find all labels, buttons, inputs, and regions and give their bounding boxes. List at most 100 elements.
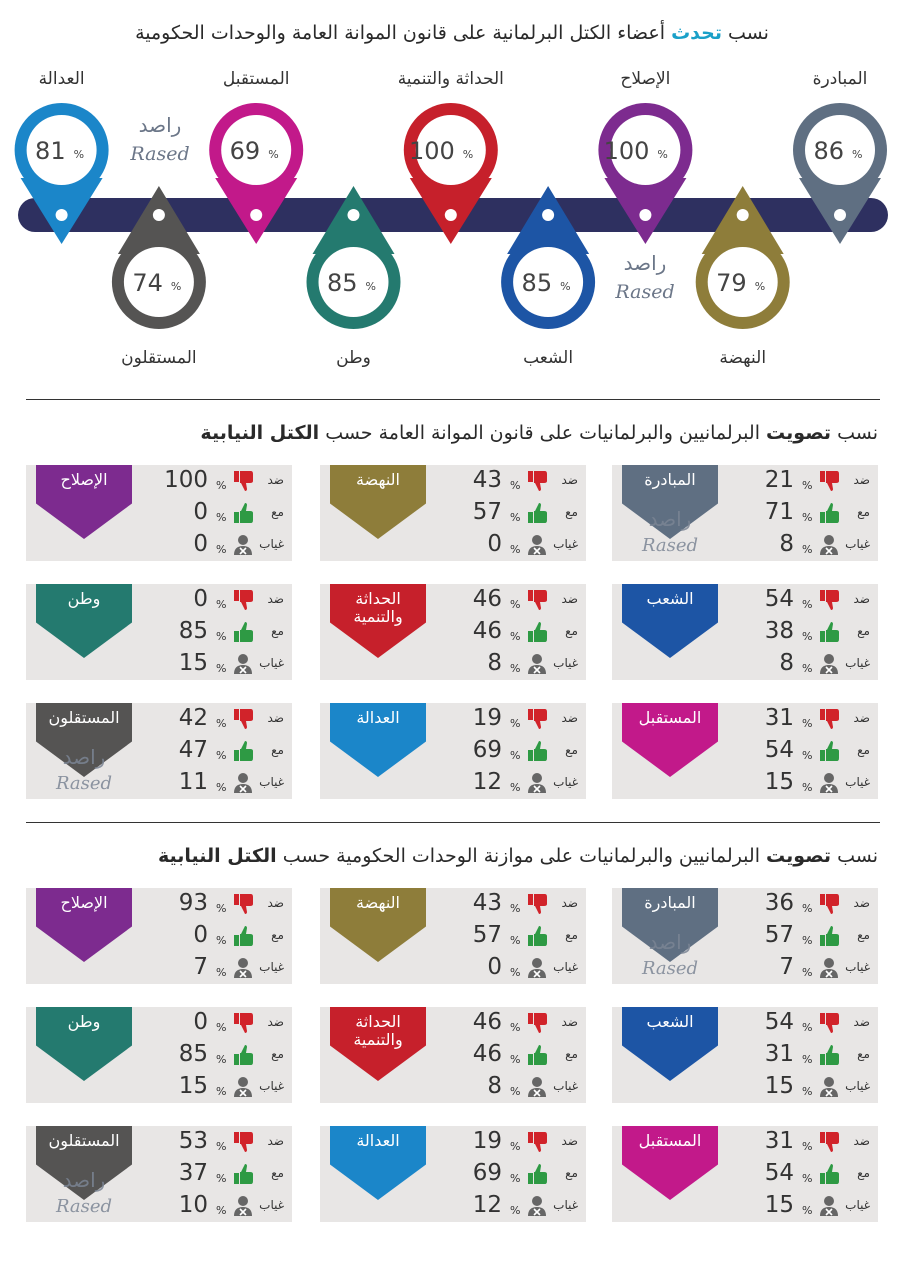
watermark: راصد	[648, 930, 692, 954]
vote-value: 15	[764, 1192, 794, 1218]
pin-face	[123, 247, 194, 317]
vote-unit: %	[802, 781, 813, 794]
pin-unit: %	[171, 280, 181, 293]
vote-card: المبادرة 21% ضد 71% مع 8% غياب راصد Rased	[612, 465, 878, 561]
vote-label: مع	[271, 928, 284, 942]
vote-value: 93	[178, 890, 208, 916]
absent-icon	[820, 1196, 838, 1216]
vote-label: غياب	[553, 1198, 578, 1212]
vote-value: 15	[764, 769, 794, 795]
vote-value: 0	[193, 922, 208, 948]
pin-dot	[347, 209, 360, 221]
vote-unit: %	[802, 749, 813, 762]
cross	[533, 1089, 541, 1097]
vote-label: مع	[565, 505, 578, 519]
vote-unit: %	[510, 662, 521, 675]
vote-value: 42	[178, 705, 208, 731]
vote-unit: %	[510, 1085, 521, 1098]
vote-value: 43	[472, 890, 502, 916]
against-icon	[234, 1132, 253, 1152]
pin-label: المستقبل	[223, 69, 290, 89]
vote-value: 7	[193, 954, 208, 980]
vote-card: النهضة 43% ضد 57% مع 0% غياب	[320, 465, 586, 561]
pin: 85 % وطن	[306, 186, 401, 368]
head	[824, 654, 834, 664]
vote-label: غياب	[259, 656, 284, 670]
vote-unit: %	[510, 598, 521, 611]
bloc-badge: النهضة	[330, 465, 426, 539]
separator	[26, 822, 880, 823]
title-part: البرلمانيين والبرلمانيات على موازنة الوح…	[282, 845, 760, 867]
for-icon	[528, 622, 547, 642]
bloc-badge: المستقبل	[622, 1126, 718, 1200]
vote-label: ضد	[561, 473, 579, 487]
cross	[825, 1208, 833, 1216]
for-icon	[234, 1045, 253, 1065]
watermark: Rased	[55, 1196, 113, 1217]
pin-unit: %	[852, 148, 862, 161]
vote-unit: %	[802, 1140, 813, 1153]
for-icon	[820, 926, 839, 946]
vote-value: 46	[472, 618, 502, 644]
head	[238, 773, 248, 783]
vote-unit: %	[216, 479, 227, 492]
pin-face	[513, 247, 584, 317]
against-icon	[820, 1132, 839, 1152]
vote-card: العدالة 19% ضد 69% مع 12% غياب	[320, 703, 586, 799]
section-title: نسب تحدث أعضاء الكتل البرلمانية على قانو…	[0, 22, 904, 44]
vote-label: غياب	[845, 1079, 870, 1093]
cross	[533, 1208, 541, 1216]
vote-card: الشعب 54% ضد 38% مع 8% غياب	[612, 584, 878, 680]
vote-unit: %	[802, 1172, 813, 1185]
watermark: راصد	[62, 745, 106, 769]
hand	[240, 709, 253, 729]
cuff	[528, 894, 533, 905]
vote-value: 31	[764, 705, 794, 731]
vote-label: ضد	[267, 711, 285, 725]
head	[824, 535, 834, 545]
against-icon	[528, 1013, 547, 1033]
vote-unit: %	[510, 781, 521, 794]
pin-dot	[152, 209, 165, 221]
vote-value: 0	[193, 499, 208, 525]
vote-label: مع	[271, 505, 284, 519]
pin-dot	[639, 209, 652, 221]
absent-icon	[820, 958, 838, 978]
vote-value: 43	[472, 467, 502, 493]
cuff	[528, 590, 533, 601]
vote-unit: %	[802, 934, 813, 947]
pin-value: 85	[327, 269, 358, 297]
vote-card: المستقبل 31% ضد 54% مع 15% غياب	[612, 1126, 878, 1222]
vote-label: مع	[857, 624, 870, 638]
pin-dot	[250, 209, 263, 221]
separator	[26, 399, 880, 400]
cuff	[234, 590, 239, 601]
pin-label: النهضة	[719, 348, 766, 368]
bloc-badge: الحداثة والتنمية	[330, 584, 426, 658]
vote-unit: %	[510, 1140, 521, 1153]
hand	[534, 741, 547, 761]
pin-value: 85	[522, 269, 553, 297]
vote-value: 31	[764, 1041, 794, 1067]
vote-label: ضد	[853, 1134, 871, 1148]
vote-label: ضد	[267, 473, 285, 487]
bloc-badge: العدالة	[330, 1126, 426, 1200]
hand	[826, 1132, 839, 1152]
pin-face	[805, 115, 875, 185]
hand	[826, 1013, 839, 1033]
pin-unit: %	[657, 148, 667, 161]
pin-value: 74	[132, 269, 163, 297]
vote-value: 71	[764, 499, 794, 525]
vote-unit: %	[216, 1172, 227, 1185]
vote-value: 19	[472, 1128, 502, 1154]
for-icon	[820, 1045, 839, 1065]
pin: 100 % الإصلاح	[598, 69, 693, 244]
title-part: نسب	[837, 845, 878, 867]
cross	[533, 666, 541, 674]
cross	[825, 785, 833, 793]
vote-unit: %	[802, 717, 813, 730]
vote-unit: %	[216, 1021, 227, 1034]
for-icon	[820, 622, 839, 642]
hand	[826, 503, 839, 523]
for-icon	[528, 503, 547, 523]
